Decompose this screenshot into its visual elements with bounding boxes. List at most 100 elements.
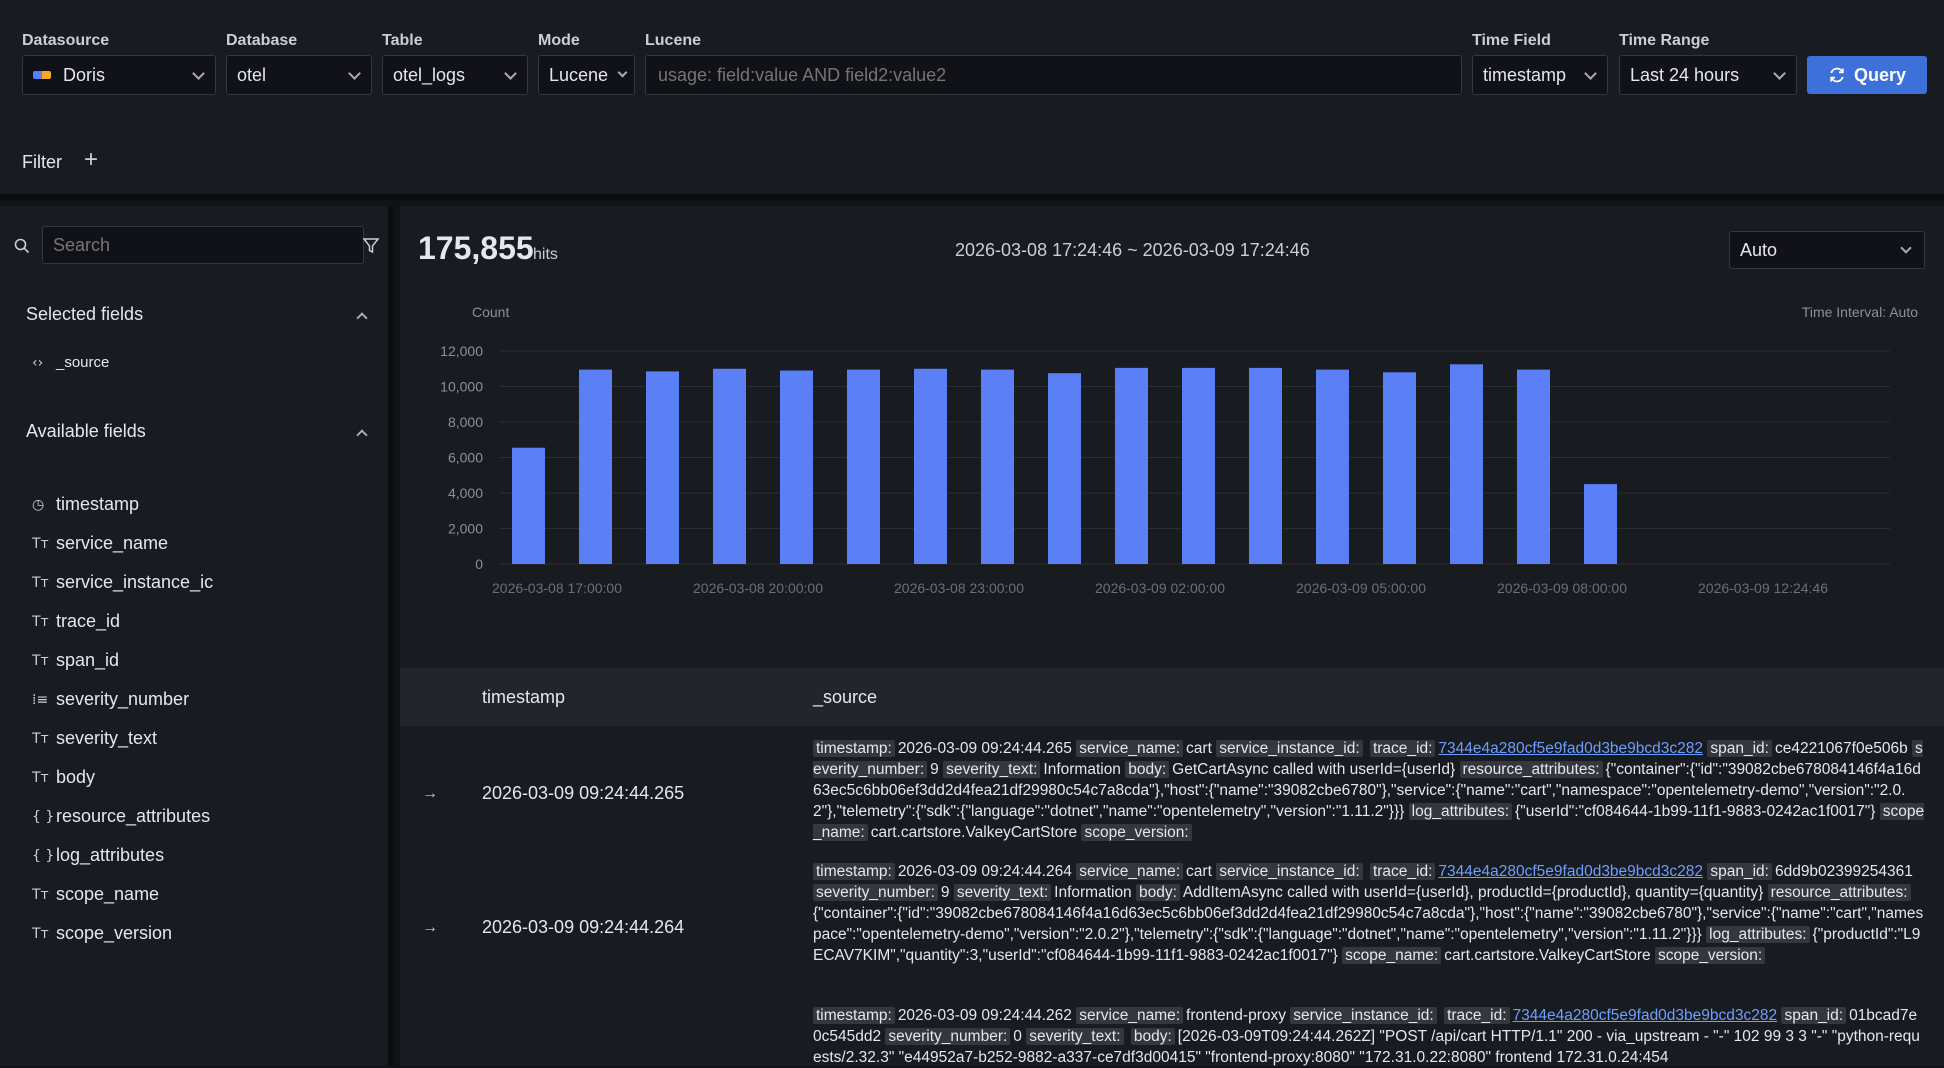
y-tick-label: 8,000: [448, 414, 483, 430]
field-item-timestamp[interactable]: ◷ timestamp: [32, 494, 382, 515]
available-fields-header[interactable]: Available fields: [26, 421, 146, 441]
histogram-bar[interactable]: [1316, 369, 1349, 564]
chevron-up-icon[interactable]: [356, 429, 368, 441]
source-value: 0: [1013, 1028, 1022, 1045]
fields-sidebar: Selected fields ‹› _source Available fie…: [0, 206, 394, 1066]
field-search-input[interactable]: [42, 226, 364, 264]
json-type-icon: { }: [32, 808, 55, 825]
time-range-display: 2026-03-08 17:24:46 ~ 2026-03-09 17:24:4…: [955, 240, 1310, 260]
field-item-trace_id[interactable]: Tт trace_id: [32, 611, 382, 632]
search-icon: [14, 238, 30, 254]
expand-row-icon[interactable]: →: [422, 919, 438, 936]
trace-id-link[interactable]: 7344e4a280cf5e9fad0d3be9bcd3c282: [1438, 740, 1704, 757]
histogram-bar[interactable]: [646, 371, 679, 564]
field-name: _source: [56, 354, 110, 371]
histogram-bar[interactable]: [1048, 373, 1081, 564]
x-tick-label: 2026-03-09 12:24:46: [1698, 580, 1828, 596]
chart-y-label: Count: [472, 304, 510, 320]
source-value: cart.cartstore.ValkeyCartStore: [1444, 947, 1651, 964]
text-type-icon: Tт: [32, 574, 49, 591]
histogram-bar[interactable]: [1383, 372, 1416, 564]
x-tick-label: 2026-03-09 08:00:00: [1497, 580, 1627, 596]
field-item-scope_name[interactable]: Tт scope_name: [32, 884, 382, 905]
histogram-bar[interactable]: [847, 369, 880, 564]
column-header-timestamp[interactable]: timestamp: [482, 686, 566, 707]
trace-id-link[interactable]: 7344e4a280cf5e9fad0d3be9bcd3c282: [1512, 1007, 1778, 1024]
text-type-icon: Tт: [32, 730, 49, 747]
histogram-bar[interactable]: [1517, 369, 1550, 564]
source-key: resource_attributes:: [1459, 761, 1603, 778]
field-item-service_name[interactable]: Tт service_name: [32, 533, 382, 554]
add-filter-button[interactable]: +: [84, 146, 99, 173]
source-value: 9: [930, 761, 939, 778]
chevron-up-icon[interactable]: [356, 312, 368, 324]
table-header: timestamp _source: [400, 668, 1944, 726]
filter-icon[interactable]: [362, 237, 380, 255]
field-item-severity_text[interactable]: Tт severity_text: [32, 728, 382, 749]
source-key: log_attributes:: [1408, 803, 1513, 820]
time-field-select[interactable]: timestamp: [1472, 55, 1608, 95]
histogram-bar[interactable]: [512, 447, 545, 564]
selected-fields-header[interactable]: Selected fields: [26, 304, 144, 324]
field-item-resource_attributes[interactable]: { } resource_attributes: [32, 806, 382, 827]
histogram-bar[interactable]: [1182, 367, 1215, 564]
source-key: timestamp:: [813, 740, 895, 757]
histogram-bar[interactable]: [713, 368, 746, 564]
histogram-bar[interactable]: [1115, 367, 1148, 564]
y-tick-label: 10,000: [440, 379, 483, 395]
histogram-bar[interactable]: [1584, 484, 1617, 564]
source-key: scope_version:: [1081, 824, 1192, 841]
chevron-down-icon: [1900, 242, 1912, 254]
hits-label: hits: [533, 246, 558, 263]
histogram-bar[interactable]: [914, 368, 947, 564]
histogram-bar[interactable]: [981, 369, 1014, 564]
expand-row-icon[interactable]: →: [422, 785, 438, 802]
source-value: cart: [1186, 863, 1212, 880]
source-value: Information: [1054, 884, 1132, 901]
database-select[interactable]: otel: [226, 55, 372, 95]
x-tick-label: 2026-03-08 17:00:00: [492, 580, 622, 596]
field-item-span_id[interactable]: Tт span_id: [32, 650, 382, 671]
row-timestamp: 2026-03-09 09:24:44.265: [482, 783, 685, 803]
y-tick-label: 0: [475, 556, 483, 572]
source-key: span_id:: [1707, 740, 1772, 757]
table-select[interactable]: otel_logs: [382, 55, 528, 95]
field-item-service_instance_ic[interactable]: Tт service_instance_ic: [32, 572, 382, 593]
interval-select[interactable]: Auto: [1729, 231, 1925, 269]
text-type-icon: Tт: [32, 886, 49, 903]
histogram-bar[interactable]: [780, 370, 813, 564]
source-value: 9: [940, 884, 950, 901]
field-name: resource_attributes: [56, 806, 211, 826]
histogram-bar[interactable]: [1450, 364, 1483, 564]
histogram-bar[interactable]: [1249, 367, 1282, 564]
number-type-icon: ⁞≡: [32, 691, 49, 708]
x-tick-label: 2026-03-08 23:00:00: [894, 580, 1024, 596]
histogram-bar[interactable]: [579, 369, 612, 564]
trace-id-link[interactable]: 7344e4a280cf5e9fad0d3be9bcd3c282: [1438, 863, 1704, 880]
field-name: service_instance_ic: [56, 572, 214, 592]
datasource-select[interactable]: Doris: [22, 55, 216, 95]
mode-select[interactable]: Lucene: [538, 55, 635, 95]
source-key: trace_id:: [1369, 740, 1436, 757]
field-name: severity_number: [56, 689, 190, 709]
field-item-severity_number[interactable]: ⁞≡ severity_number: [32, 689, 382, 710]
field-item-log_attributes[interactable]: { } log_attributes: [32, 845, 382, 866]
source-key: service_instance_id:: [1216, 863, 1363, 880]
selected-field-source[interactable]: ‹› _source: [32, 354, 382, 371]
field-name: severity_text: [56, 728, 158, 748]
field-item-scope_version[interactable]: Tт scope_version: [32, 923, 382, 944]
query-button[interactable]: Query: [1807, 56, 1927, 94]
chevron-down-icon: [348, 67, 361, 80]
source-value: 6dd9b02399254361: [1774, 863, 1913, 880]
code-icon: ‹›: [32, 354, 44, 371]
field-name: log_attributes: [56, 845, 165, 865]
lucene-query-input[interactable]: [645, 55, 1462, 95]
row-timestamp: 2026-03-09 09:24:44.264: [482, 917, 685, 937]
source-key: log_attributes:: [1706, 926, 1810, 943]
source-key: trace_id:: [1444, 1007, 1510, 1024]
field-name: scope_version: [56, 923, 173, 943]
database-label: Database: [226, 32, 298, 49]
time-range-select[interactable]: Last 24 hours: [1619, 55, 1797, 95]
column-header-source[interactable]: _source: [813, 686, 878, 707]
field-item-body[interactable]: Tт body: [32, 767, 382, 788]
